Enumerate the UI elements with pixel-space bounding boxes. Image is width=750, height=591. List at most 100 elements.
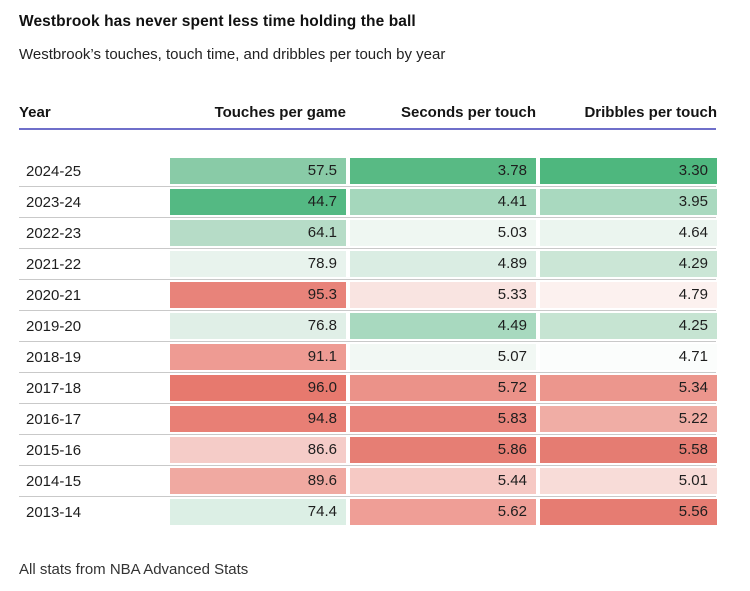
heatmap-chip: 5.72 [350,375,536,401]
year-cell: 2023-24 [26,193,82,211]
heatmap-chip: 95.3 [170,282,346,308]
value-cell: 3.95 [536,187,717,217]
column-header-dribbles-per-touch: Dribbles per touch [584,104,717,121]
year-cell: 2018-19 [26,348,82,366]
table-row: 2021-22 78.9 4.89 4.29 [19,248,717,279]
value-cell: 5.03 [346,218,536,248]
heatmap-chip: 89.6 [170,468,346,494]
heatmap-chip: 4.89 [350,251,536,277]
year-cell: 2014-15 [26,472,82,490]
value-cell: 3.78 [346,156,536,186]
heatmap-chip: 5.03 [350,220,536,246]
year-cell: 2021-22 [26,255,82,273]
value-cell: 94.8 [166,404,346,434]
value-cell: 4.64 [536,218,717,248]
heatmap-chip: 5.33 [350,282,536,308]
table-row: 2023-24 44.7 4.41 3.95 [19,186,717,217]
heatmap-chip: 4.41 [350,189,536,215]
value-cell: 5.01 [536,466,717,496]
table-row: 2017-18 96.0 5.72 5.34 [19,372,717,403]
year-cell: 2019-20 [26,317,82,335]
heatmap-chip: 5.58 [540,437,717,463]
chart-title: Westbrook has never spent less time hold… [19,13,416,30]
heatmap-chip: 5.86 [350,437,536,463]
table-row: 2013-14 74.4 5.62 5.56 [19,496,717,527]
value-cell: 3.30 [536,156,717,186]
year-cell: 2020-21 [26,286,82,304]
heatmap-chip: 4.25 [540,313,717,339]
heatmap-chip: 64.1 [170,220,346,246]
year-cell: 2013-14 [26,503,82,521]
heatmap-chip: 4.29 [540,251,717,277]
value-cell: 74.4 [166,497,346,527]
value-cell: 5.07 [346,342,536,372]
table-row: 2020-21 95.3 5.33 4.79 [19,279,717,310]
heatmap-chip: 91.1 [170,344,346,370]
heatmap-chip: 44.7 [170,189,346,215]
value-cell: 91.1 [166,342,346,372]
heatmap-chip: 57.5 [170,158,346,184]
value-cell: 89.6 [166,466,346,496]
value-cell: 4.25 [536,311,717,341]
heatmap-chip: 4.71 [540,344,717,370]
heatmap-chip: 5.01 [540,468,717,494]
column-header-year: Year [19,104,51,121]
heatmap-chip: 3.95 [540,189,717,215]
value-cell: 5.58 [536,435,717,465]
value-cell: 44.7 [166,187,346,217]
table-row: 2024-25 57.5 3.78 3.30 [19,156,717,186]
heatmap-chip: 96.0 [170,375,346,401]
value-cell: 64.1 [166,218,346,248]
year-cell: 2024-25 [26,162,82,180]
heatmap-chip: 4.64 [540,220,717,246]
value-cell: 5.34 [536,373,717,403]
source-note: All stats from NBA Advanced Stats [19,561,249,578]
value-cell: 4.29 [536,249,717,279]
value-cell: 78.9 [166,249,346,279]
heatmap-chip: 76.8 [170,313,346,339]
heatmap-chip: 5.56 [540,499,717,525]
value-cell: 5.62 [346,497,536,527]
heatmap-chip: 74.4 [170,499,346,525]
table-header-row: Year Touches per game Seconds per touch … [19,102,717,130]
heatmap-chip: 5.62 [350,499,536,525]
heatmap-chip: 4.49 [350,313,536,339]
value-cell: 76.8 [166,311,346,341]
value-cell: 5.33 [346,280,536,310]
value-cell: 5.83 [346,404,536,434]
year-cell: 2016-17 [26,410,82,428]
value-cell: 5.56 [536,497,717,527]
value-cell: 4.41 [346,187,536,217]
value-cell: 96.0 [166,373,346,403]
heatmap-chip: 94.8 [170,406,346,432]
value-cell: 5.22 [536,404,717,434]
table-row: 2015-16 86.6 5.86 5.58 [19,434,717,465]
year-cell: 2015-16 [26,441,82,459]
table-row: 2018-19 91.1 5.07 4.71 [19,341,717,372]
chart-subtitle: Westbrook’s touches, touch time, and dri… [19,46,446,63]
table-row: 2014-15 89.6 5.44 5.01 [19,465,717,496]
table-body: 2024-25 57.5 3.78 3.30 2023-24 44.7 4.41 3.95 20… [19,156,717,527]
heatmap-chip: 4.79 [540,282,717,308]
column-header-seconds-per-touch: Seconds per touch [400,104,536,121]
column-header-touches-per-game: Touches per game [214,104,346,121]
value-cell: 4.79 [536,280,717,310]
year-cell: 2022-23 [26,224,82,242]
table-row: 2022-23 64.1 5.03 4.64 [19,217,717,248]
value-cell: 5.72 [346,373,536,403]
heatmap-chip: 3.78 [350,158,536,184]
year-cell: 2017-18 [26,379,82,397]
value-cell: 5.44 [346,466,536,496]
heatmap-chip: 5.83 [350,406,536,432]
value-cell: 86.6 [166,435,346,465]
value-cell: 95.3 [166,280,346,310]
heatmap-chip: 5.34 [540,375,717,401]
value-cell: 57.5 [166,156,346,186]
value-cell: 4.89 [346,249,536,279]
table-row: 2019-20 76.8 4.49 4.25 [19,310,717,341]
heatmap-chip: 5.44 [350,468,536,494]
heatmap-chip: 86.6 [170,437,346,463]
heatmap-chip: 78.9 [170,251,346,277]
value-cell: 5.86 [346,435,536,465]
